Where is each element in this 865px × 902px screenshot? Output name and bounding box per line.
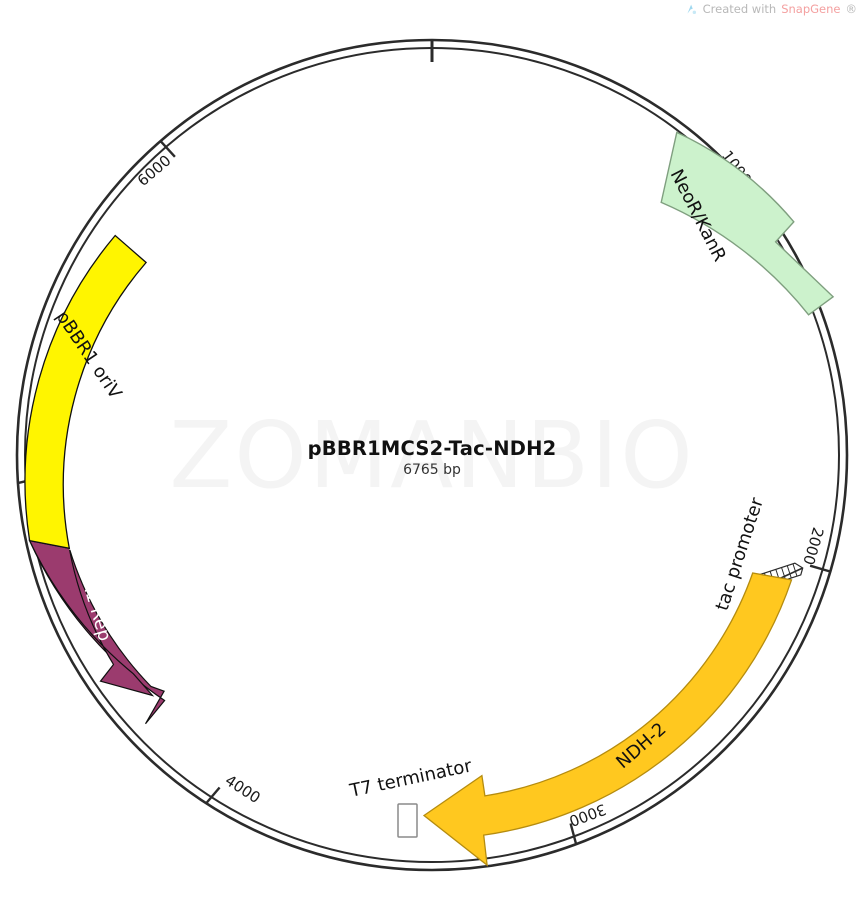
credit-suffix: ®	[845, 2, 858, 16]
feature-band-pbbr1-oriv[interactable]	[24, 234, 148, 550]
tick-label-4000: 4000	[222, 771, 264, 807]
plasmid-size: 6765 bp	[403, 462, 461, 478]
feature-arrow-pbbr1-rep-body[interactable]	[28, 539, 155, 697]
snapgene-credit: Created with SnapGene ®	[685, 2, 857, 16]
credit-prefix: Created with	[702, 2, 777, 16]
terminator-glyph-icon[interactable]	[397, 803, 418, 838]
feature-arrow-ndh2[interactable]	[422, 572, 793, 867]
plasmid-name: pBBR1MCS2-Tac-NDH2	[308, 437, 557, 460]
feature-neor-kanr[interactable]: NeoR/KanR	[660, 131, 835, 316]
feature-pbbr1-oriv[interactable]: pBBR1 oriV	[24, 234, 148, 550]
feature-pbbr1-rep[interactable]: pBBR1 Rep	[28, 539, 166, 725]
tick-label-2000: 2000	[799, 525, 827, 567]
snapgene-logo-icon	[685, 3, 698, 16]
tick-mark-3000	[569, 823, 578, 845]
tick-mark-2000	[809, 564, 831, 573]
plasmid-title-block: pBBR1MCS2-Tac-NDH2 6765 bp	[308, 437, 557, 478]
tick-mark-4000	[205, 786, 221, 805]
feature-arrow-neor-kanr[interactable]	[660, 131, 835, 316]
watermark-text: ZOMANBIO	[169, 402, 694, 509]
credit-brand: SnapGene	[781, 2, 841, 16]
tick-mark-6000	[160, 140, 176, 158]
